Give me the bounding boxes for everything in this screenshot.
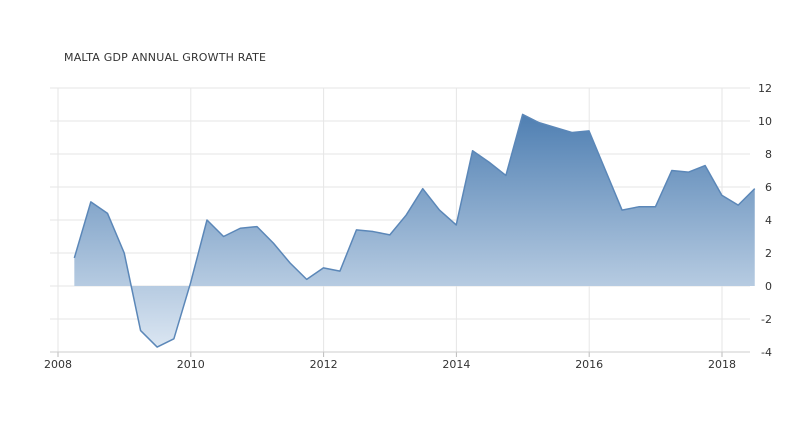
data-point — [588, 129, 591, 132]
data-point — [604, 169, 607, 172]
data-point — [521, 113, 524, 116]
data-point — [504, 174, 507, 177]
data-point — [322, 266, 325, 269]
data-point — [305, 278, 308, 281]
data-point — [222, 235, 225, 238]
data-point — [637, 205, 640, 208]
series-line — [73, 113, 756, 348]
x-tick-label: 2008 — [44, 358, 72, 371]
x-tick-label: 2010 — [177, 358, 205, 371]
y-tick-label: -2 — [761, 313, 772, 326]
data-point — [571, 131, 574, 134]
x-tick-label: 2016 — [575, 358, 603, 371]
chart-title: MALTA GDP ANNUAL GROWTH RATE — [64, 51, 267, 64]
data-point — [537, 121, 540, 124]
data-point — [405, 214, 408, 217]
y-tick-label: -4 — [761, 346, 772, 359]
data-point — [239, 227, 242, 230]
data-point — [372, 230, 375, 233]
data-point — [455, 223, 458, 226]
data-point — [89, 200, 92, 203]
data-point — [355, 228, 358, 231]
y-tick-label: 2 — [765, 247, 772, 260]
y-tick-label: 10 — [758, 115, 772, 128]
data-point — [106, 212, 109, 215]
data-point — [288, 261, 291, 264]
y-tick-label: 8 — [765, 148, 772, 161]
data-point — [488, 161, 491, 164]
data-point — [272, 242, 275, 245]
x-tick-label: 2012 — [310, 358, 338, 371]
data-point — [438, 209, 441, 212]
data-point — [388, 233, 391, 236]
y-tick-label: 6 — [765, 181, 772, 194]
data-point — [338, 270, 341, 273]
y-tick-label: 4 — [765, 214, 772, 227]
area-series — [73, 113, 756, 349]
data-point — [704, 164, 707, 167]
data-point — [737, 204, 740, 207]
data-point — [123, 252, 126, 255]
axes: 12 10 8 6 4 2 0 -2 -4 2008 2010 2012 2014 2016 2018 — [44, 82, 772, 371]
data-point — [73, 256, 76, 259]
y-tick-label: 0 — [765, 280, 772, 293]
data-point — [753, 187, 756, 190]
data-point — [687, 171, 690, 174]
x-tick-label: 2018 — [708, 358, 736, 371]
x-tick-label: 2014 — [442, 358, 470, 371]
area-fill — [74, 114, 755, 348]
data-point — [621, 209, 624, 212]
data-point — [554, 126, 557, 129]
data-point — [670, 169, 673, 172]
data-point — [139, 329, 142, 332]
data-point — [156, 346, 159, 349]
data-point — [471, 149, 474, 152]
data-point — [720, 194, 723, 197]
data-point — [205, 219, 208, 222]
data-point — [421, 187, 424, 190]
data-point — [172, 337, 175, 340]
data-point — [189, 281, 192, 284]
y-tick-label: 12 — [758, 82, 772, 95]
data-point — [654, 205, 657, 208]
data-point — [256, 225, 259, 228]
